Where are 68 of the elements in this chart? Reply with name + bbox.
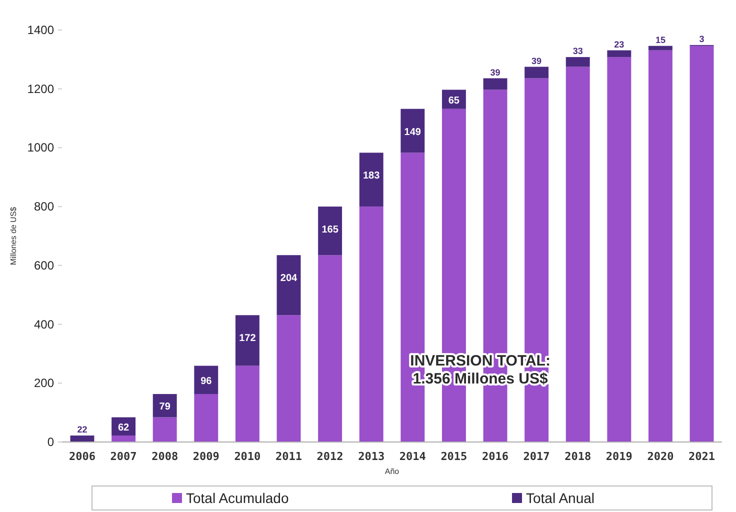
bar — [70, 436, 94, 442]
bar — [194, 394, 218, 442]
y-tick-label: 200 — [34, 376, 54, 390]
data-label: 3 — [699, 34, 704, 44]
legend-label: Total Acumulado — [186, 490, 289, 506]
y-axis-title: Millones de US$ — [9, 206, 18, 266]
bar — [359, 206, 384, 442]
x-tick-label: 2021 — [688, 450, 716, 463]
bar — [607, 57, 632, 442]
x-tick-label: 2017 — [523, 450, 550, 463]
y-tick-label: 400 — [34, 317, 54, 332]
y-tick-label: 1000 — [27, 140, 54, 155]
bar — [648, 46, 672, 50]
bar — [690, 46, 714, 442]
bar — [276, 315, 301, 442]
bar — [483, 78, 508, 90]
data-label: 96 — [200, 376, 212, 387]
x-tick-label: 2006 — [68, 450, 96, 463]
y-tick-label: 600 — [34, 258, 54, 272]
bar — [152, 394, 177, 418]
data-label: 183 — [363, 170, 380, 182]
x-axis-title: Año — [384, 467, 400, 476]
data-label: 65 — [448, 95, 460, 106]
x-tick-label: 2012 — [316, 450, 344, 463]
data-label: 172 — [239, 333, 256, 344]
data-label: 33 — [572, 46, 583, 56]
bar — [400, 108, 425, 153]
bar — [235, 366, 260, 442]
x-tick-label: 2015 — [440, 450, 468, 463]
x-tick-label: 2008 — [152, 450, 178, 463]
data-label: 22 — [77, 424, 88, 435]
bar — [318, 206, 342, 256]
bar — [194, 366, 218, 394]
x-tick-label: 2010 — [234, 450, 261, 463]
x-tick-label: 2014 — [399, 450, 426, 463]
bar — [566, 66, 590, 442]
x-tick-label: 2019 — [606, 450, 632, 463]
x-tick-label: 2009 — [192, 450, 220, 463]
bar — [524, 66, 549, 78]
data-label: 165 — [322, 224, 339, 236]
bar — [648, 50, 672, 442]
data-label: 204 — [280, 273, 298, 284]
bar — [276, 255, 301, 316]
data-label: 15 — [655, 34, 666, 45]
x-tick-label: 2020 — [647, 450, 674, 463]
x-tick-label: 2011 — [275, 450, 302, 463]
data-label: 62 — [118, 422, 130, 434]
y-tick-label: 1200 — [27, 82, 54, 96]
y-tick-label: 0 — [47, 435, 54, 449]
bar — [235, 315, 260, 366]
legend-label: Total Anual — [526, 490, 594, 506]
y-tick-label: 800 — [34, 200, 54, 214]
y-tick-label: 1400 — [27, 23, 54, 37]
data-label: 23 — [614, 39, 624, 50]
x-tick-label: 2016 — [482, 450, 509, 463]
x-tick-label: 2018 — [564, 450, 592, 463]
bar — [112, 436, 136, 442]
bar — [566, 57, 590, 67]
bar — [318, 255, 342, 442]
bar — [359, 152, 384, 207]
x-tick-label: 2013 — [358, 450, 385, 463]
x-tick-label: 2007 — [110, 450, 137, 463]
data-label: 39 — [532, 56, 542, 66]
bar — [607, 50, 632, 58]
data-label: 79 — [159, 402, 171, 413]
bar — [152, 417, 177, 442]
data-label: 39 — [490, 67, 500, 78]
data-label: 149 — [404, 126, 422, 138]
